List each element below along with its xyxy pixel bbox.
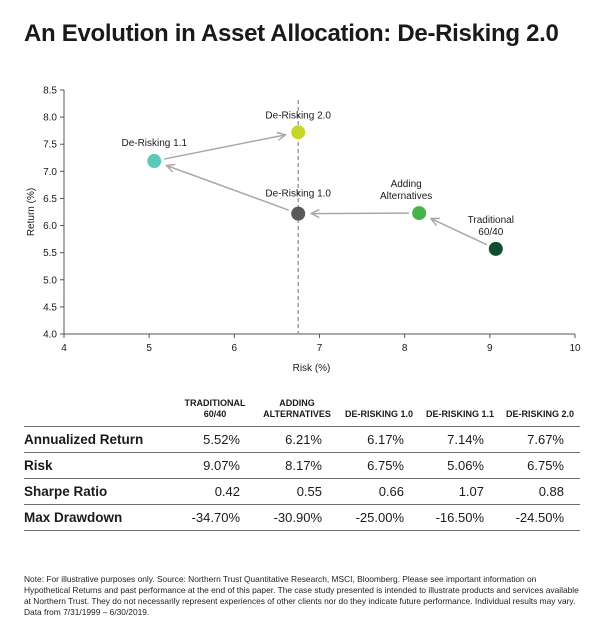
table-cell: 0.66 xyxy=(338,478,420,505)
point-label: De-Risking 2.0 xyxy=(265,110,331,121)
y-tick-label: 8.5 xyxy=(43,86,57,97)
y-tick-label: 5.5 xyxy=(43,248,57,259)
x-tick-label: 9 xyxy=(487,343,493,354)
y-tick-label: 7.0 xyxy=(43,167,57,178)
table-header-row: TRADITIONAL 60/40 ADDING ALTERNATIVES DE… xyxy=(24,398,580,427)
table-row: Max Drawdown -34.70% -30.90% -25.00% -16… xyxy=(24,504,580,531)
point-label: De-Risking 1.0 xyxy=(265,189,331,200)
column-header: DE-RISKING 2.0 xyxy=(505,409,574,419)
transition-arrow xyxy=(166,165,290,211)
table-cell: -24.50% xyxy=(500,504,580,531)
y-tick-label: 6.5 xyxy=(43,194,57,205)
table-cell: 6.17% xyxy=(338,426,420,453)
row-label: Max Drawdown xyxy=(24,504,174,531)
column-header: DE-RISKING 1.0 xyxy=(344,409,413,419)
y-tick-label: 6.0 xyxy=(43,221,57,232)
transition-arrow xyxy=(163,135,285,160)
column-header: ADDING ALTERNATIVES xyxy=(263,398,331,419)
x-tick-label: 5 xyxy=(146,343,152,354)
transition-arrow xyxy=(431,219,488,246)
point-label: Traditional 60/40 xyxy=(468,215,514,238)
header-blank xyxy=(24,398,174,427)
x-tick-label: 7 xyxy=(317,343,323,354)
table-cell: 1.07 xyxy=(420,478,500,505)
table-cell: 6.75% xyxy=(338,452,420,479)
y-tick-label: 7.5 xyxy=(43,140,57,151)
y-tick-label: 4.5 xyxy=(43,302,57,313)
data-point xyxy=(291,125,306,140)
table-row: Risk 9.07% 8.17% 6.75% 5.06% 6.75% xyxy=(24,452,580,479)
point-label: Adding Alternatives xyxy=(380,179,432,202)
table-cell: 0.88 xyxy=(500,478,580,505)
table-cell: 7.14% xyxy=(420,426,500,453)
point-label: De-Risking 1.1 xyxy=(121,138,187,149)
table-cell: 0.42 xyxy=(174,478,256,505)
table-cell: 9.07% xyxy=(174,452,256,479)
data-point xyxy=(412,206,427,221)
table-row: Annualized Return 5.52% 6.21% 6.17% 7.14… xyxy=(24,426,580,453)
chart-title: An Evolution in Asset Allocation: De-Ris… xyxy=(24,20,559,47)
x-tick-label: 10 xyxy=(569,343,581,354)
column-header: TRADITIONAL 60/40 xyxy=(184,398,246,419)
table-cell: 6.75% xyxy=(500,452,580,479)
data-point xyxy=(291,206,306,221)
x-tick-label: 8 xyxy=(402,343,408,354)
table-cell: 0.55 xyxy=(256,478,338,505)
row-label: Sharpe Ratio xyxy=(24,478,174,505)
table-cell: -30.90% xyxy=(256,504,338,531)
y-tick-label: 8.0 xyxy=(43,113,57,124)
x-axis-title: Risk (%) xyxy=(293,363,331,374)
table-cell: -34.70% xyxy=(174,504,256,531)
table-row: Sharpe Ratio 0.42 0.55 0.66 1.07 0.88 xyxy=(24,478,580,505)
row-label: Risk xyxy=(24,452,174,479)
x-tick-label: 4 xyxy=(61,343,67,354)
table-cell: 8.17% xyxy=(256,452,338,479)
table-cell: 7.67% xyxy=(500,426,580,453)
y-tick-label: 5.0 xyxy=(43,275,57,286)
y-tick-label: 4.0 xyxy=(43,330,57,341)
table-cell: 6.21% xyxy=(256,426,338,453)
table-cell: -25.00% xyxy=(338,504,420,531)
footnote: Note: For illustrative purposes only. So… xyxy=(24,574,579,617)
metrics-table: TRADITIONAL 60/40 ADDING ALTERNATIVES DE… xyxy=(24,398,580,531)
row-label: Annualized Return xyxy=(24,426,174,453)
table-cell: -16.50% xyxy=(420,504,500,531)
x-tick-label: 6 xyxy=(232,343,238,354)
risk-return-chart: 4.0 4.5 5.0 5.5 6.0 6.5 7.0 7.5 8.0 8.5 4 5 6 7 8 9 10 Ri… xyxy=(26,86,581,375)
y-axis-title: Return (%) xyxy=(26,188,37,236)
column-header: DE-RISKING 1.1 xyxy=(425,409,494,419)
data-point xyxy=(488,241,503,256)
data-point xyxy=(147,154,162,169)
table-cell: 5.06% xyxy=(420,452,500,479)
table-cell: 5.52% xyxy=(174,426,256,453)
